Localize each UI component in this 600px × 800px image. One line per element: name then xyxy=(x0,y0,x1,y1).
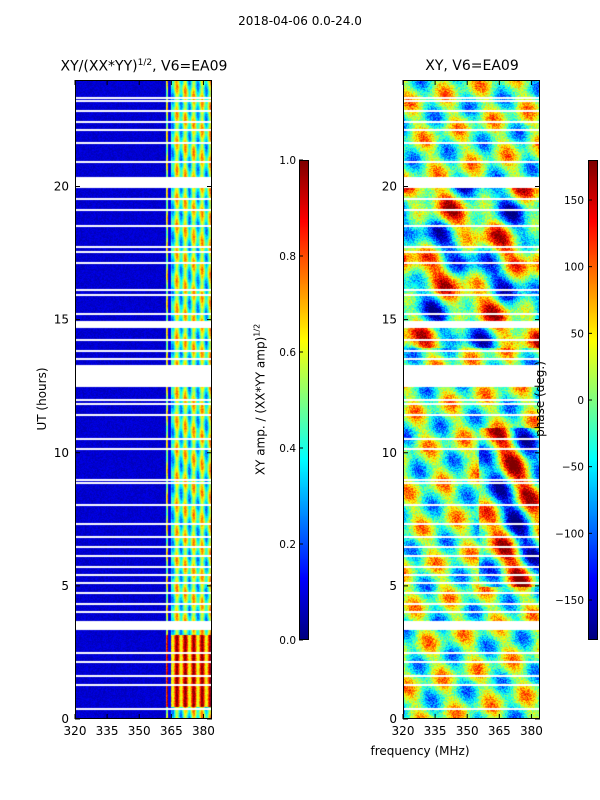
amp-ylabel: UT (hours) xyxy=(35,367,49,431)
amp-colorbar xyxy=(299,160,309,640)
amp-xtick-label: 320 xyxy=(64,724,87,738)
phase-ytick-label: 0 xyxy=(389,712,397,726)
amp-heatmap-frame xyxy=(75,80,212,719)
phase-ytick-label: 20 xyxy=(382,180,397,194)
amp-cb-tick-label: 0.8 xyxy=(279,251,296,263)
amp-heatmap xyxy=(76,81,211,718)
amp-cb-label-prefix: XY amp. / (XX*YY amp) xyxy=(253,336,268,476)
phase-cb-tick-label: 100 xyxy=(564,262,584,274)
phase-cb-tick-label: −100 xyxy=(555,528,584,540)
phase-cb-tick-label: −50 xyxy=(562,462,584,474)
phase-ytick-label: 5 xyxy=(389,579,397,593)
amp-ytick-label: 10 xyxy=(54,446,69,460)
amp-panel-title: XY/(XX*YY)1/2, V6=EA09 xyxy=(34,58,254,75)
amp-colorbar-label: XY amp. / (XX*YY amp)1/2 xyxy=(253,315,268,485)
amp-cb-tick-label: 0.2 xyxy=(279,539,296,551)
amp-cb-tick-label: 0.6 xyxy=(279,347,296,359)
phase-xtick-label: 335 xyxy=(424,724,447,738)
phase-ytick-label: 10 xyxy=(382,446,397,460)
amp-xtick-label: 350 xyxy=(128,724,151,738)
amp-ytick-label: 0 xyxy=(61,712,69,726)
amp-cb-tick-label: 0.4 xyxy=(279,443,296,455)
phase-xtick-label: 365 xyxy=(488,724,511,738)
amp-xtick-label: 365 xyxy=(160,724,183,738)
phase-xtick-label: 380 xyxy=(520,724,543,738)
phase-heatmap xyxy=(404,81,539,718)
phase-heatmap-frame xyxy=(403,80,540,719)
amp-ytick-label: 20 xyxy=(54,180,69,194)
amp-cb-tick-label: 0.0 xyxy=(279,635,296,647)
phase-xtick-label: 350 xyxy=(456,724,479,738)
amp-cb-label-exponent: 1/2 xyxy=(252,323,262,337)
shared-xlabel: frequency (MHz) xyxy=(370,744,470,758)
amp-title-suffix: , V6=EA09 xyxy=(152,58,228,75)
phase-ytick-label: 15 xyxy=(382,313,397,327)
phase-cb-tick-label: 0 xyxy=(577,395,584,407)
amp-cb-tick-label: 1.0 xyxy=(279,155,296,167)
phase-colorbar-label: phase (deg.) xyxy=(533,361,547,437)
phase-xtick-label: 320 xyxy=(392,724,415,738)
amp-title-prefix: XY/(XX*YY) xyxy=(60,58,138,75)
amp-ytick-label: 5 xyxy=(61,579,69,593)
amp-title-exponent: 1/2 xyxy=(137,58,153,68)
amp-xtick-label: 335 xyxy=(96,724,119,738)
phase-cb-tick-label: 150 xyxy=(564,195,584,207)
phase-colorbar xyxy=(588,160,598,640)
amp-xtick-label: 380 xyxy=(192,724,215,738)
amp-ytick-label: 15 xyxy=(54,313,69,327)
phase-cb-tick-label: −150 xyxy=(555,595,584,607)
figure-suptitle: 2018-04-06 0.0-24.0 xyxy=(238,14,362,28)
phase-cb-tick-label: 50 xyxy=(571,328,584,340)
phase-panel-title: XY, V6=EA09 xyxy=(425,58,519,74)
